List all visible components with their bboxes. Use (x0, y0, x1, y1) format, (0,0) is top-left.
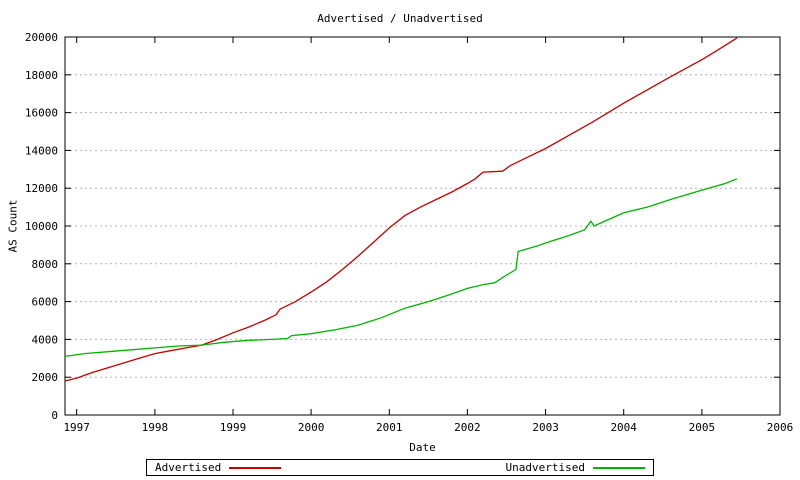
legend-line-unadvertised (593, 466, 645, 469)
series-advertised (64, 37, 738, 382)
y-tick-label: 20000 (25, 31, 58, 44)
y-tick-label: 8000 (32, 258, 59, 271)
x-tick-label: 2000 (298, 421, 325, 434)
x-tick-label: 2005 (689, 421, 716, 434)
legend-line-advertised (229, 466, 282, 469)
y-tick-label: 14000 (25, 144, 58, 157)
legend-label-unadvertised: Unadvertised (505, 461, 585, 474)
legend-entry-advertised: Advertised (155, 461, 282, 474)
x-tick-label: 2003 (532, 421, 559, 434)
y-tick-label: 18000 (25, 69, 58, 82)
chart-title: Advertised / Unadvertised (317, 12, 483, 25)
legend-entry-unadvertised: Unadvertised (506, 461, 645, 474)
plot-border (64, 36, 781, 416)
x-tick-label: 2001 (376, 421, 403, 434)
legend: Advertised Unadvertised (146, 459, 654, 476)
y-tick-label: 4000 (32, 333, 59, 346)
x-tick-label: 1998 (142, 421, 169, 434)
y-tick-label: 16000 (25, 107, 58, 120)
legend-label-advertised: Advertised (155, 461, 222, 474)
x-tick-label: 2002 (454, 421, 481, 434)
y-tick-label: 12000 (25, 182, 58, 195)
x-tick-label: 1999 (220, 421, 247, 434)
y-tick-label: 2000 (32, 371, 59, 384)
y-tick-label: 10000 (25, 220, 58, 233)
y-tick-label: 0 (51, 409, 58, 422)
x-tick-label: 2004 (610, 421, 637, 434)
x-tick-label: 2006 (767, 421, 794, 434)
series-unadvertised (64, 178, 738, 358)
x-tick-label: 1997 (63, 421, 90, 434)
x-axis-title: Date (409, 441, 436, 454)
y-tick-label: 6000 (32, 296, 59, 309)
